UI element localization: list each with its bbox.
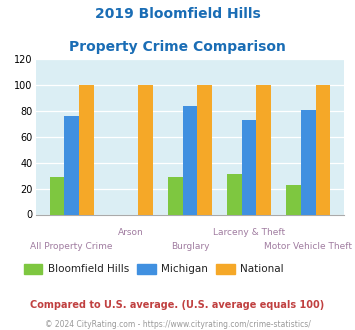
Text: Compared to U.S. average. (U.S. average equals 100): Compared to U.S. average. (U.S. average … (31, 300, 324, 310)
Bar (138, 85, 153, 214)
Bar (316, 85, 330, 214)
Bar (227, 175, 242, 215)
Bar (50, 177, 64, 215)
Bar (286, 185, 301, 214)
Bar (64, 116, 79, 214)
Text: Burglary: Burglary (171, 242, 209, 251)
Bar (182, 106, 197, 214)
Text: Property Crime Comparison: Property Crime Comparison (69, 40, 286, 53)
Text: 2019 Bloomfield Hills: 2019 Bloomfield Hills (95, 7, 260, 20)
Bar (242, 120, 256, 214)
Bar (168, 177, 182, 215)
Bar (79, 85, 94, 214)
Legend: Bloomfield Hills, Michigan, National: Bloomfield Hills, Michigan, National (20, 260, 288, 279)
Text: Motor Vehicle Theft: Motor Vehicle Theft (264, 242, 352, 251)
Text: © 2024 CityRating.com - https://www.cityrating.com/crime-statistics/: © 2024 CityRating.com - https://www.city… (45, 320, 310, 329)
Bar (256, 85, 271, 214)
Bar (301, 110, 316, 214)
Bar (197, 85, 212, 214)
Text: All Property Crime: All Property Crime (31, 242, 113, 251)
Text: Larceny & Theft: Larceny & Theft (213, 228, 285, 237)
Text: Arson: Arson (118, 228, 144, 237)
